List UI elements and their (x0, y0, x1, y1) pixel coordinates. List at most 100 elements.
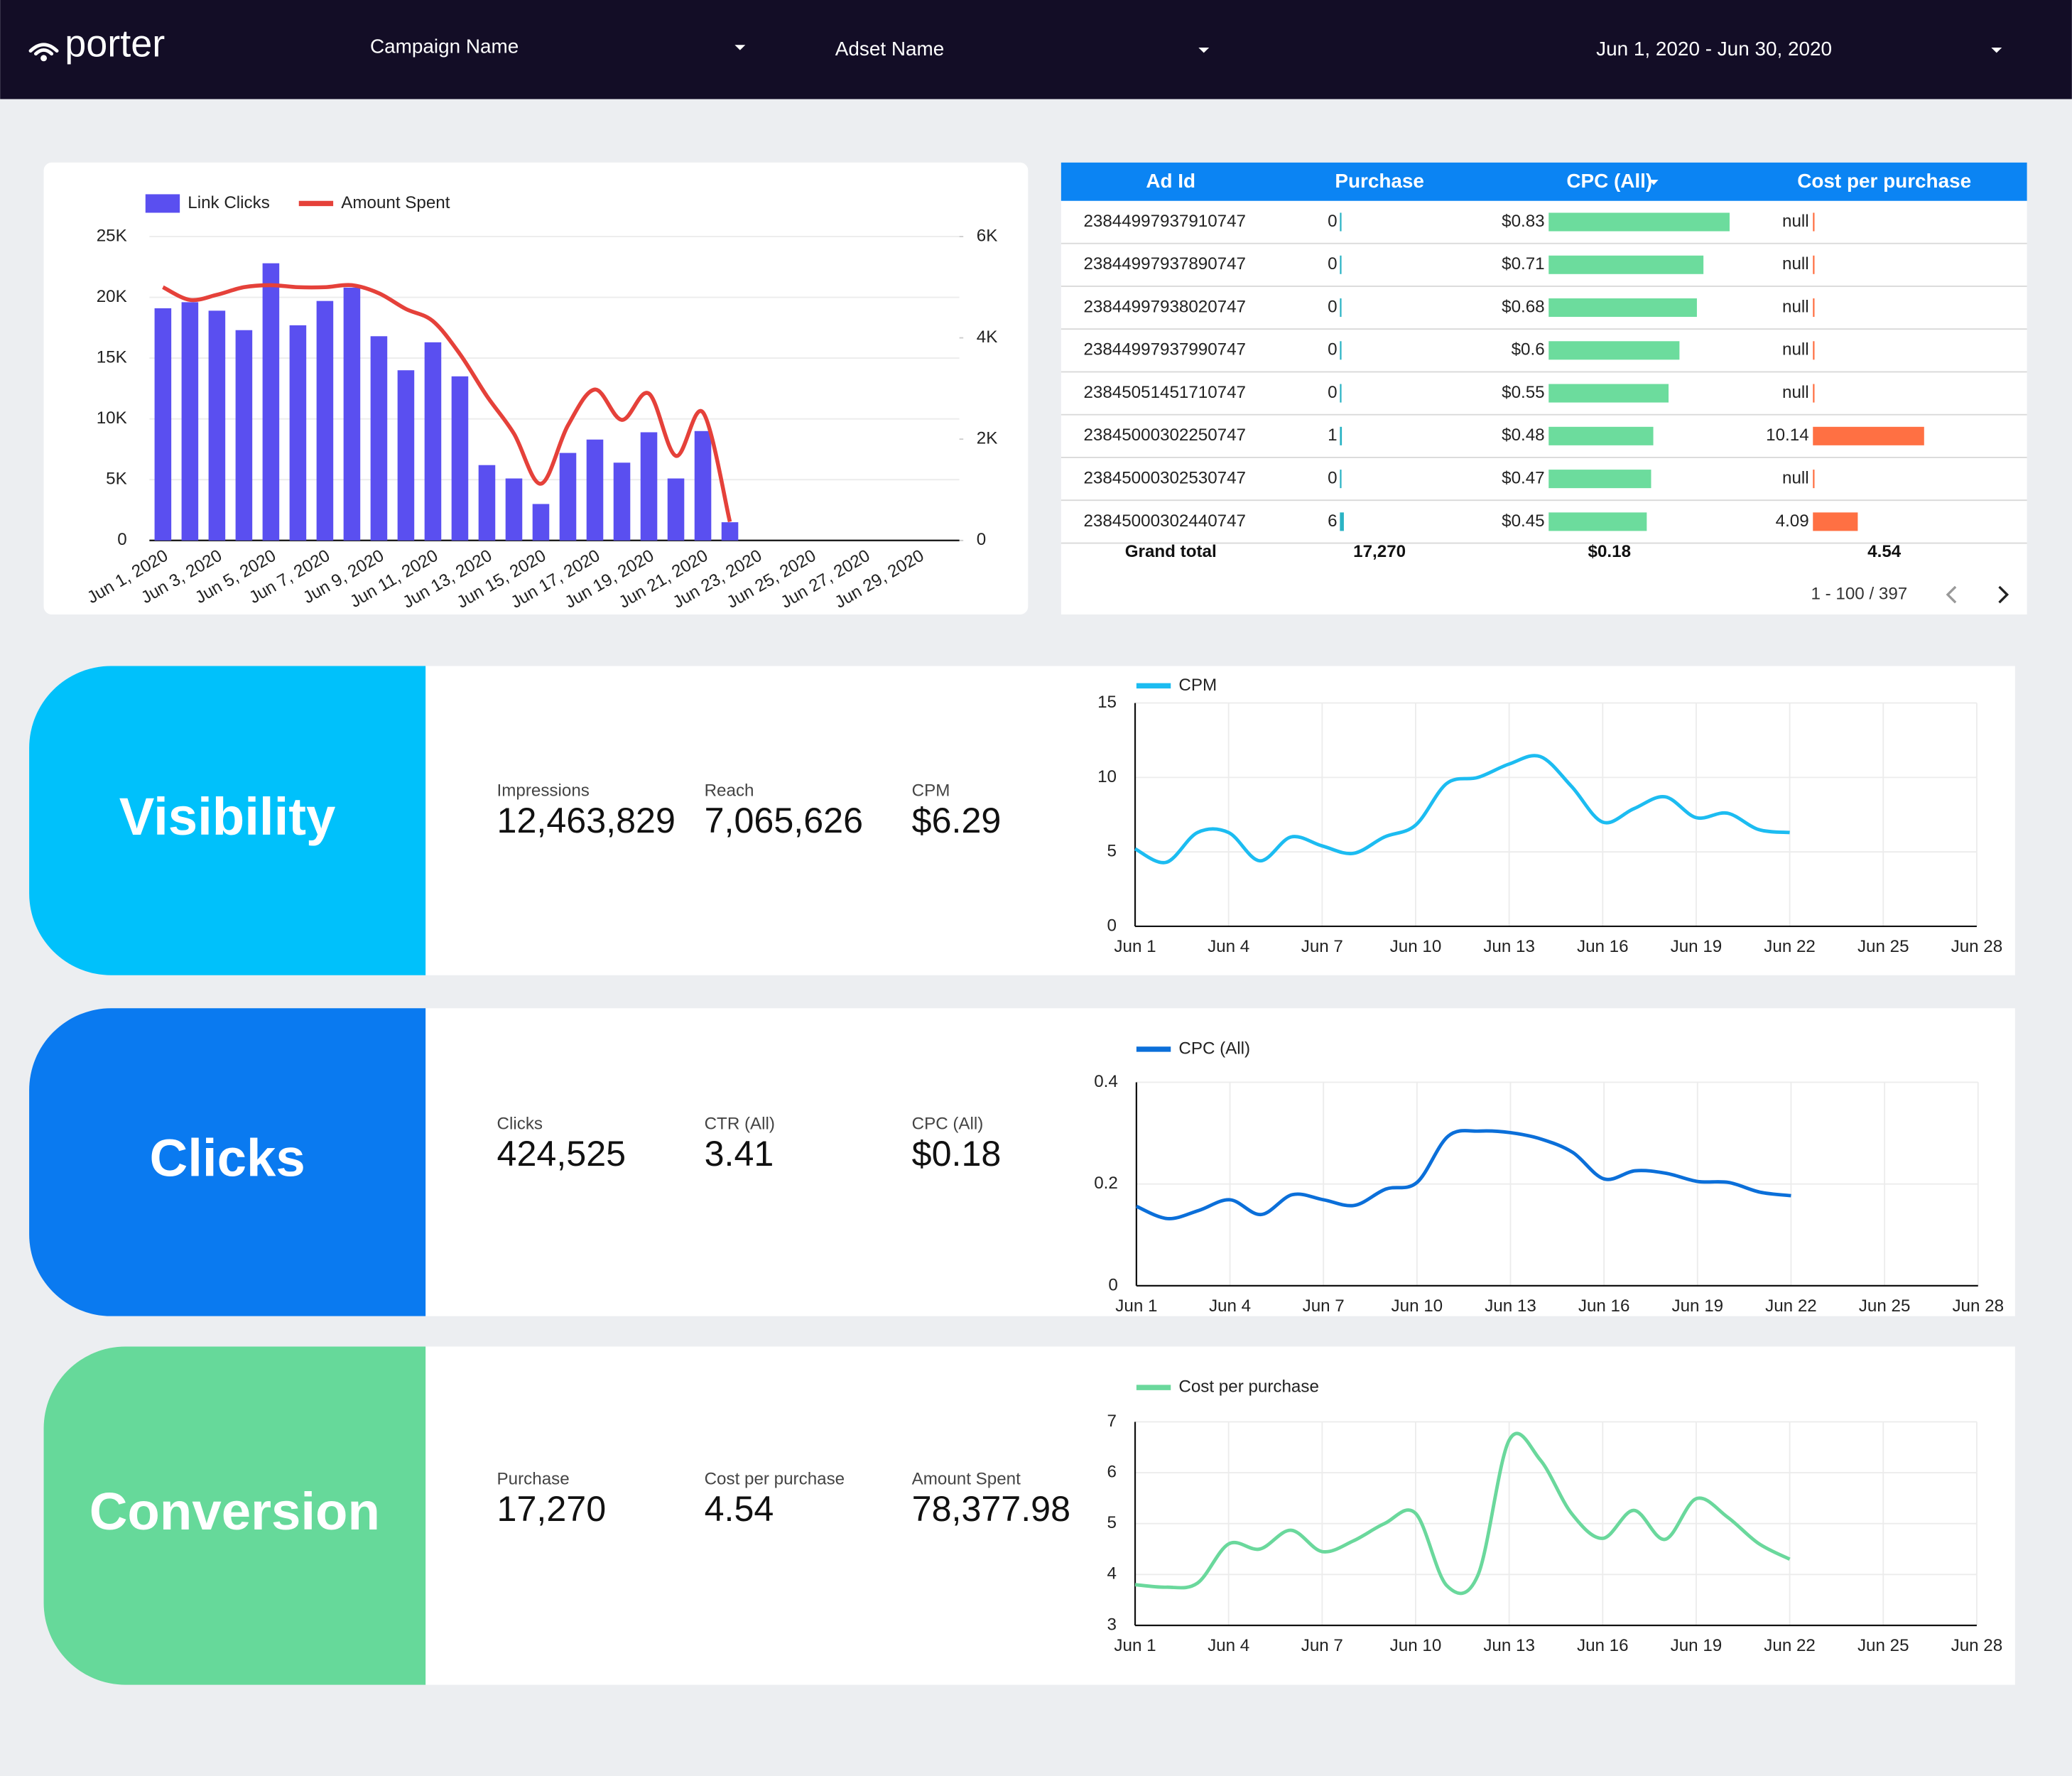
purchase-bar (1340, 298, 1342, 318)
cost-per-purchase: null (1782, 340, 1809, 359)
cpp-bar (1813, 212, 1815, 232)
bar (343, 287, 361, 541)
section-block (43, 1346, 426, 1685)
metric-label: Reach (705, 781, 754, 801)
metric-label: CTR (All) (705, 1114, 775, 1133)
logo: porter (65, 22, 165, 65)
y-tick-label: 10K (97, 408, 127, 428)
next-page[interactable] (1998, 585, 2009, 604)
y-tick-label: 0 (1108, 1275, 1117, 1294)
filter-dropdown[interactable]: Campaign Name (370, 35, 519, 57)
x-tick-label: Jun 1 (1115, 1296, 1157, 1316)
bar (154, 308, 172, 541)
x-tick-label: Jun 28 (1952, 1296, 2004, 1316)
dropdown-arrow[interactable] (734, 45, 746, 50)
sort-arrow[interactable] (1649, 179, 1659, 185)
y-tick-label: 20K (97, 287, 127, 306)
y2-tick-label: 2K (977, 429, 998, 448)
ad-id: 23845051451710747 (1083, 383, 1246, 402)
header-bar (0, 0, 2072, 99)
dropdown-arrow[interactable] (1991, 47, 2002, 53)
prev-page[interactable] (1946, 585, 1957, 604)
cpc-bar (1548, 255, 1704, 274)
x-tick-label: Jun 16 (1578, 1296, 1630, 1316)
metric-label: Cost per purchase (705, 1470, 845, 1489)
bar (559, 453, 577, 541)
ad-id: 23844997937890747 (1083, 254, 1246, 274)
metric-value: 78,377.98 (912, 1489, 1070, 1529)
x-tick-label: Jun 16 (1577, 1636, 1629, 1655)
cpp-bar (1813, 426, 1924, 445)
column-header[interactable]: Purchase (1335, 170, 1424, 192)
series-line (1135, 1129, 1791, 1220)
filter-dropdown[interactable]: Adset Name (835, 38, 944, 60)
bar (613, 462, 631, 541)
legend-swatch (145, 194, 180, 213)
bar (289, 325, 307, 541)
cpp-bar (1813, 470, 1815, 489)
cpc-bar (1548, 470, 1651, 489)
grand-total: 17,270 (1353, 542, 1406, 561)
logo-icon (28, 43, 59, 53)
legend-label: Link Clicks (188, 193, 270, 212)
column-header[interactable]: Ad Id (1146, 170, 1195, 192)
metric-value: $0.18 (912, 1134, 1002, 1174)
metric-label: CPM (912, 781, 950, 801)
purchase: 0 (1328, 212, 1337, 231)
pagination: 1 - 100 / 397 (1811, 584, 1907, 603)
y2-tick-label: 6K (977, 226, 998, 245)
cpc: $0.48 (1502, 426, 1545, 445)
metric-value: 12,463,829 (497, 801, 676, 840)
purchase-bar (1340, 255, 1342, 274)
x-tick-label: Jun 13 (1485, 1296, 1536, 1316)
cpc-bar (1548, 512, 1647, 531)
y2-tick-label: 0 (977, 530, 986, 549)
bar (640, 432, 658, 541)
cpc: $0.55 (1502, 383, 1545, 402)
x-tick-label: Jun 4 (1208, 1636, 1249, 1655)
cost-per-purchase: null (1782, 297, 1809, 316)
x-tick-label: Jun 7 (1301, 937, 1343, 956)
purchase: 0 (1328, 297, 1337, 316)
cpc-bar (1548, 298, 1697, 318)
purchase-bar (1340, 341, 1342, 360)
section-title: Visibility (119, 787, 336, 846)
cpp-bar (1813, 512, 1858, 531)
bar (397, 370, 415, 541)
column-header[interactable]: CPC (All) (1566, 170, 1652, 192)
bar (721, 522, 739, 541)
x-tick-label: Jun 7 (1303, 1296, 1345, 1316)
metric-value: 4.54 (705, 1489, 774, 1529)
metric-label: Clicks (497, 1114, 543, 1133)
section-title: Conversion (90, 1482, 380, 1541)
cpc-bar (1548, 384, 1669, 403)
bar (586, 439, 604, 541)
bar (370, 336, 388, 541)
bar (235, 330, 253, 541)
filter-dropdown[interactable]: Jun 1, 2020 - Jun 30, 2020 (1596, 38, 1832, 60)
x-tick-label: Jun 1 (1114, 937, 1156, 956)
legend-label: Cost per purchase (1178, 1377, 1319, 1397)
y-tick-label: 0.4 (1094, 1072, 1118, 1091)
metric-label: Amount Spent (912, 1470, 1021, 1489)
dropdown-arrow[interactable] (1198, 47, 1210, 53)
bar (532, 504, 550, 541)
legend-label: CPC (All) (1178, 1039, 1250, 1058)
x-tick-label: Jun 10 (1390, 1636, 1442, 1655)
bar (208, 310, 226, 541)
metric-label: CPC (All) (912, 1114, 984, 1133)
x-tick-label: Jun 16 (1577, 937, 1629, 956)
cpp-bar (1813, 341, 1815, 360)
bar (316, 300, 334, 541)
column-header[interactable]: Cost per purchase (1797, 170, 1971, 192)
metric-value: 3.41 (705, 1134, 774, 1174)
x-tick-label: Jun 10 (1390, 937, 1442, 956)
bar (262, 263, 280, 541)
y-tick-label: 6 (1107, 1462, 1117, 1481)
grand-total: 4.54 (1867, 542, 1902, 561)
y-tick-label: 0 (117, 530, 126, 549)
y-tick-label: 7 (1107, 1412, 1117, 1431)
cost-per-purchase: 4.09 (1776, 511, 1809, 531)
x-tick-label: Jun 4 (1209, 1296, 1251, 1316)
cpc: $0.47 (1502, 468, 1545, 487)
